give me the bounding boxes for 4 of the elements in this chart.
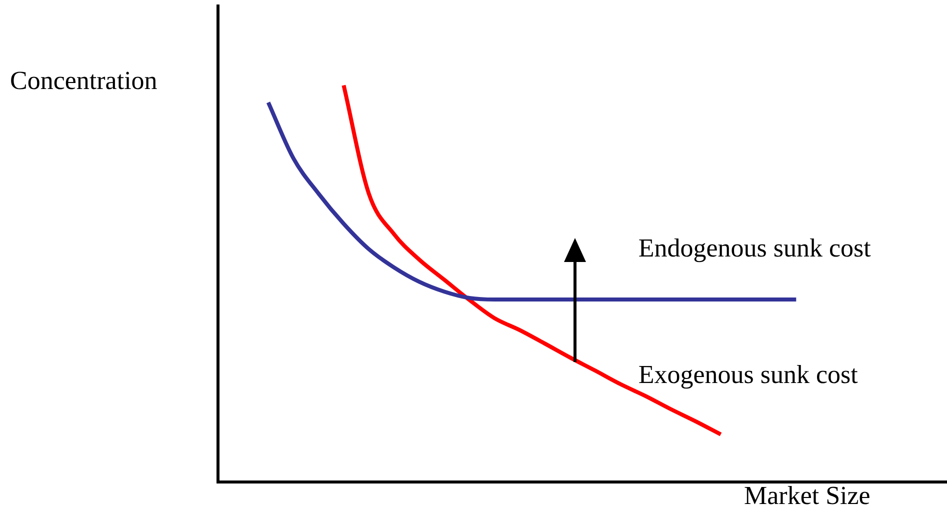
- series-label: Endogenous sunk cost: [638, 233, 872, 262]
- series-label: Exogenous sunk cost: [638, 360, 859, 389]
- y-axis-title: Concentration: [10, 66, 158, 96]
- x-axis-title: Market Size: [744, 481, 870, 511]
